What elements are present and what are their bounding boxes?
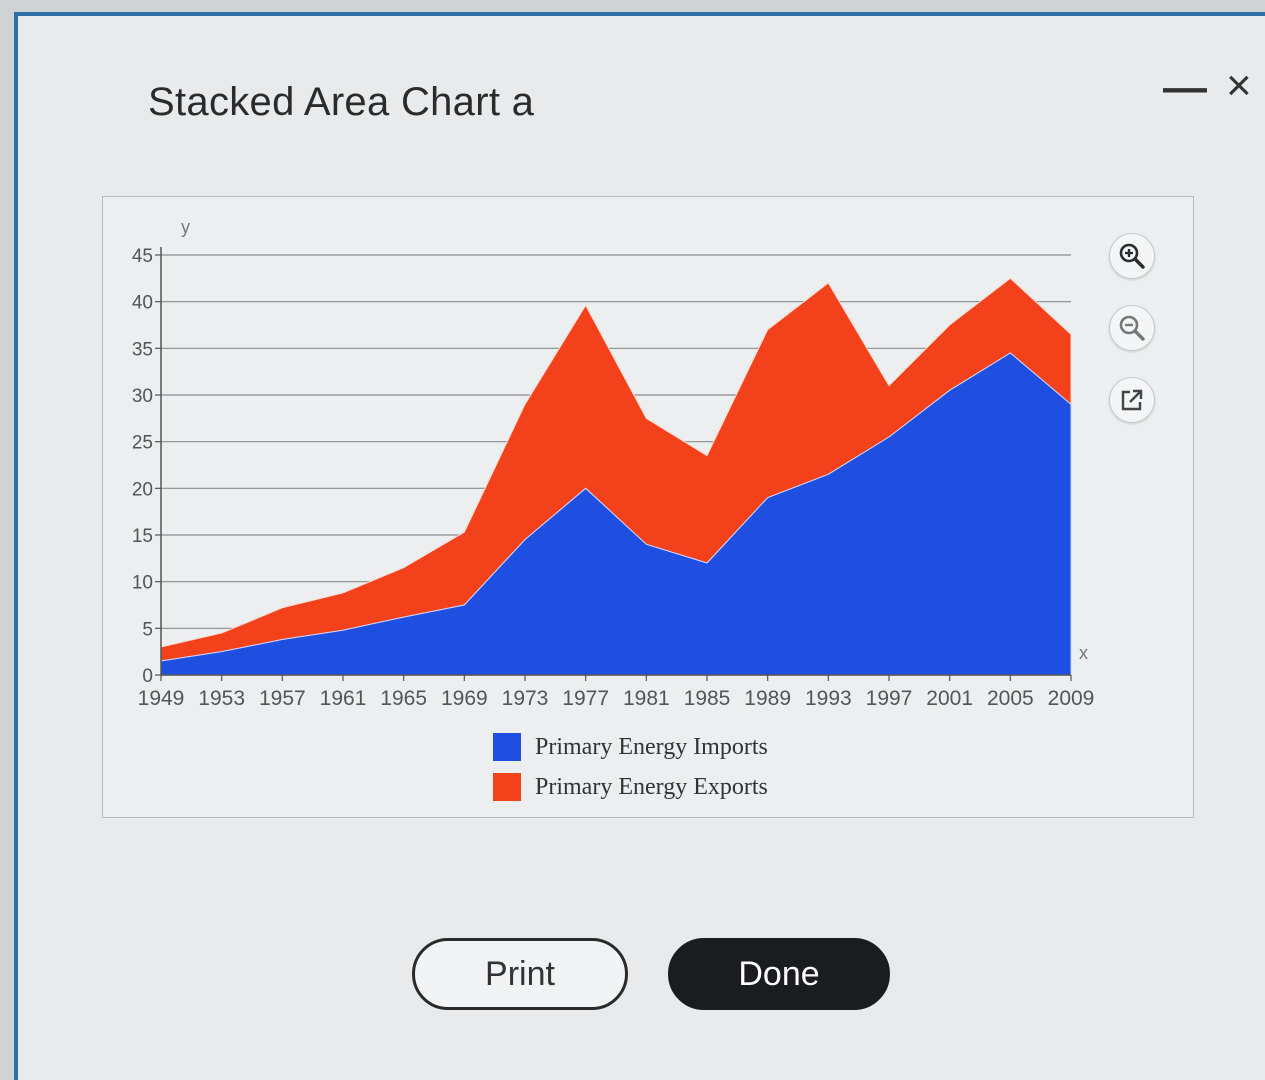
y-tick-label: 15 bbox=[132, 526, 153, 547]
series-area-imports bbox=[160, 352, 1072, 676]
y-tick-label: 35 bbox=[132, 339, 153, 360]
y-tick-label: 30 bbox=[132, 386, 153, 407]
x-tick-label: 1953 bbox=[198, 687, 245, 710]
x-tick-label: 2009 bbox=[1048, 687, 1095, 710]
x-tick-label: 1949 bbox=[138, 687, 185, 710]
dialog-title: Stacked Area Chart a bbox=[148, 80, 535, 124]
print-button[interactable]: Print bbox=[412, 938, 628, 1010]
y-tick-label: 10 bbox=[132, 573, 153, 594]
x-tick-label: 1985 bbox=[684, 687, 731, 710]
x-tick-label: 1973 bbox=[502, 687, 549, 710]
x-tick-label: 1993 bbox=[805, 687, 852, 710]
y-tick-label: 20 bbox=[132, 479, 153, 500]
x-tick-label: 2005 bbox=[987, 687, 1034, 710]
chart-legend: Primary Energy Imports Primary Energy Ex… bbox=[493, 727, 768, 807]
x-tick-label: 1977 bbox=[562, 687, 609, 710]
done-button[interactable]: Done bbox=[668, 938, 890, 1010]
y-axis-label: y bbox=[181, 217, 190, 237]
x-axis-label: x bbox=[1079, 643, 1088, 663]
x-tick-label: 1981 bbox=[623, 687, 670, 710]
x-tick-label: 1989 bbox=[744, 687, 791, 710]
y-tick-label: 0 bbox=[142, 666, 153, 687]
chart-container: 0 5 10 15 20 25 30 35 40 45 1949 1953 1957 1961 1965 19… bbox=[102, 196, 1194, 818]
x-tick-label: 1957 bbox=[259, 687, 306, 710]
legend-label-exports: Primary Energy Exports bbox=[535, 773, 768, 800]
y-tick-label: 40 bbox=[132, 293, 153, 314]
y-tick-label: 45 bbox=[132, 246, 153, 267]
x-tick-label: 2001 bbox=[926, 687, 973, 710]
y-tick-label: 5 bbox=[142, 619, 153, 640]
legend-swatch-exports bbox=[493, 773, 521, 801]
x-tick-label: 1965 bbox=[380, 687, 427, 710]
x-tick-label: 1961 bbox=[320, 687, 367, 710]
x-tick-label: 1997 bbox=[866, 687, 913, 710]
close-button[interactable]: × bbox=[1226, 61, 1252, 110]
zoom-out-icon bbox=[1119, 315, 1145, 341]
zoom-in-icon bbox=[1119, 243, 1145, 269]
zoom-in-button[interactable] bbox=[1109, 233, 1155, 279]
x-tick-label: 1969 bbox=[441, 687, 488, 710]
external-link-icon bbox=[1121, 389, 1143, 411]
legend-item-imports: Primary Energy Imports bbox=[493, 727, 768, 767]
legend-label-imports: Primary Energy Imports bbox=[535, 733, 768, 760]
chart-dialog: Stacked Area Chart a — × 0 5 10 15 20 25 30 35 4… bbox=[14, 12, 1265, 1080]
zoom-out-button[interactable] bbox=[1109, 305, 1155, 351]
popout-button[interactable] bbox=[1109, 377, 1155, 423]
stacked-area-chart: 0 5 10 15 20 25 30 35 40 45 1949 1953 1957 1961 1965 19… bbox=[132, 217, 1095, 710]
legend-swatch-imports bbox=[493, 733, 521, 761]
minimize-button[interactable]: — bbox=[1163, 63, 1207, 112]
legend-item-exports: Primary Energy Exports bbox=[493, 767, 768, 807]
y-tick-label: 25 bbox=[132, 433, 153, 454]
